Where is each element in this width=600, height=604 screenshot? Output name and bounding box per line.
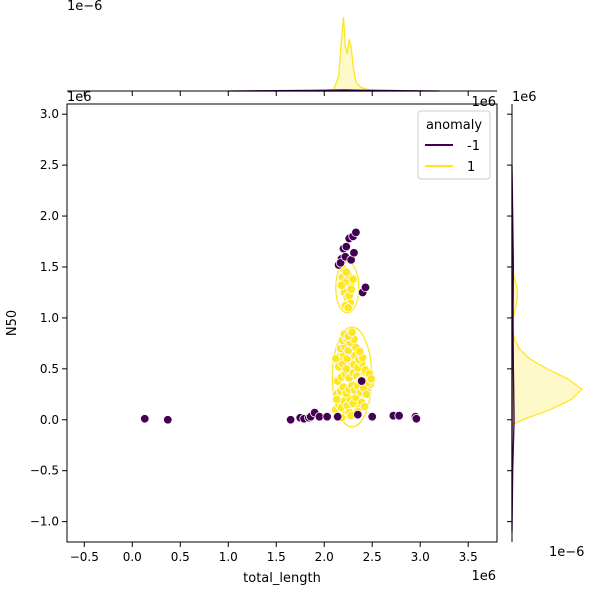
y-tick-label: 0.5 — [40, 362, 59, 376]
scatter-point — [351, 227, 361, 238]
top-right-multiplier: 1e6 — [471, 95, 496, 110]
right-axis-multiplier: 1e6 — [512, 90, 537, 105]
scatter-point — [349, 248, 359, 258]
scatter-point — [140, 414, 150, 424]
x-axis-ticks: −0.5 0.0 0.5 1.0 1.5 2.0 2.5 3.0 3.5 — [70, 542, 478, 564]
scatter-points-layer — [140, 227, 422, 425]
x-tick-label: 1.0 — [219, 550, 238, 564]
y-tick-label: 3.0 — [40, 107, 59, 121]
x-tick-label: 0.0 — [123, 550, 142, 564]
top-kde-layer — [228, 16, 440, 92]
x-axis-multiplier: 1e6 — [471, 569, 496, 584]
x-tick-label: 2.0 — [315, 550, 334, 564]
right-marginal-ticks — [507, 113, 512, 523]
y-axis-ticks: −1.0 −0.5 0.0 0.5 1.0 1.5 2.0 2.5 3.0 — [30, 107, 67, 529]
x-tick-label: −0.5 — [70, 550, 99, 564]
scatter-point — [394, 410, 404, 421]
plot-frame — [66, 103, 498, 543]
scatter-point — [346, 284, 356, 295]
legend: anomaly -1 1 — [417, 110, 491, 180]
scatter-point — [347, 327, 357, 337]
scatter-point — [355, 346, 365, 357]
top-kde-curve — [314, 16, 382, 92]
y-axis-multiplier: 1e6 — [67, 90, 92, 105]
legend-label-pos1: 1 — [467, 160, 475, 175]
scatter-point — [341, 267, 352, 277]
scatter-point — [343, 303, 353, 313]
scatter-point — [348, 274, 358, 284]
scatter-point — [361, 389, 372, 400]
scatter-point — [332, 412, 343, 422]
scatter-point — [360, 282, 371, 293]
y-tick-label: 1.5 — [40, 260, 59, 274]
right-marginal-multiplier: 1e−6 — [549, 545, 584, 560]
scatter-point — [322, 412, 332, 422]
scatter-point — [335, 258, 346, 268]
y-axis-label: N50 — [5, 310, 20, 336]
scatter-point — [163, 415, 173, 425]
x-axis-label: total_length — [243, 571, 321, 586]
scatter-point — [356, 376, 367, 386]
scatter-point — [336, 280, 347, 291]
right-marginal: 1e−6 — [507, 104, 584, 560]
legend-box — [417, 110, 491, 180]
scatter-point — [353, 409, 363, 420]
y-tick-label: 2.0 — [40, 209, 59, 223]
scatter-point — [366, 374, 376, 384]
x-tick-label: 1.5 — [267, 550, 286, 564]
scatter-point — [359, 401, 370, 412]
scatter-point — [331, 353, 341, 364]
y-tick-label: 1.0 — [40, 311, 59, 325]
scatter-point — [285, 415, 296, 425]
right-kde-layer — [511, 165, 584, 532]
x-tick-label: 3.5 — [459, 550, 478, 564]
x-tick-label: 2.5 — [363, 550, 382, 564]
x-tick-label: 0.5 — [171, 550, 190, 564]
scatter-point — [341, 241, 352, 252]
y-tick-label: −1.0 — [30, 515, 59, 529]
top-marginal-multiplier: 1e−6 — [67, 0, 102, 14]
scatter-point — [332, 394, 342, 405]
legend-title: anomaly — [426, 118, 482, 133]
legend-label-neg1: -1 — [467, 139, 480, 154]
scatter-point — [367, 412, 377, 422]
top-marginal-ticks — [83, 91, 469, 96]
top-marginal: 1e−6 — [67, 0, 497, 96]
y-tick-label: 2.5 — [40, 158, 59, 172]
scatter-point — [411, 414, 422, 424]
scatter-point — [341, 364, 352, 374]
y-tick-label: 0.0 — [40, 413, 59, 427]
right-kde-curve — [511, 256, 584, 426]
x-tick-label: 3.0 — [411, 550, 430, 564]
y-tick-label: −0.5 — [30, 464, 59, 478]
